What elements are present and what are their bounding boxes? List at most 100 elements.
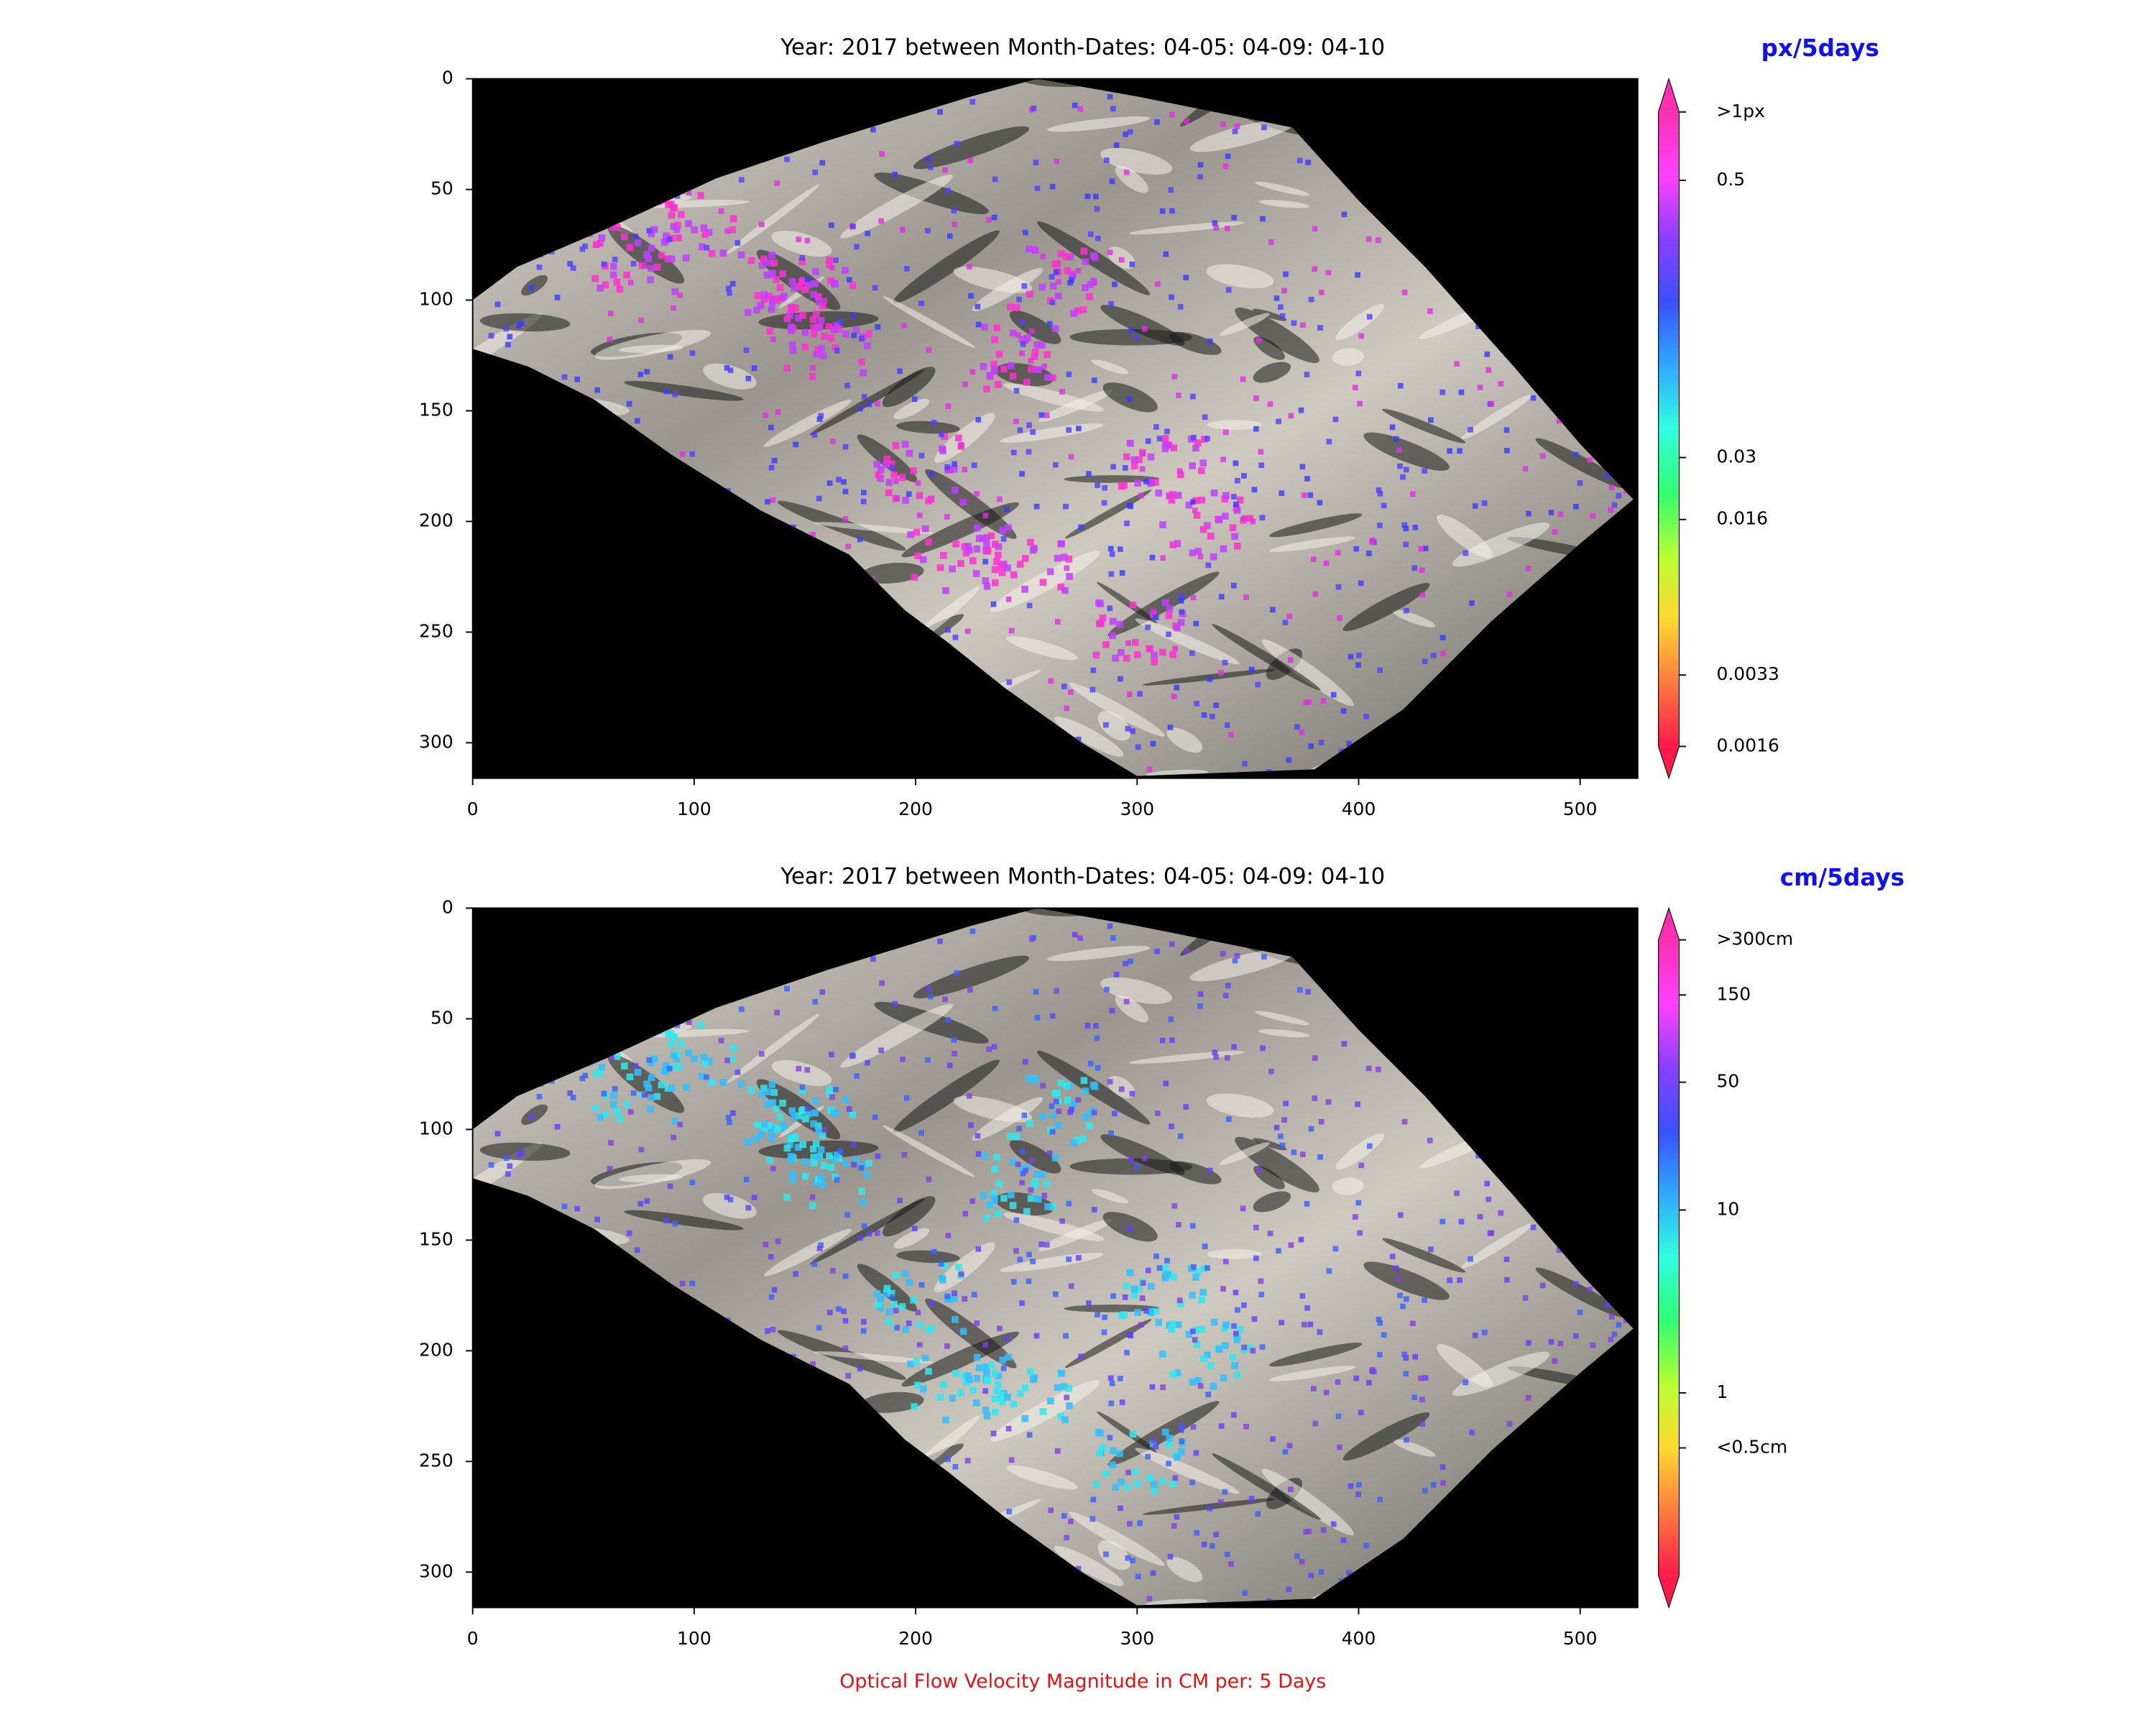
- flow-cell: [1048, 1507, 1054, 1514]
- flow-cell: [1207, 1505, 1213, 1512]
- flow-cell: [929, 471, 935, 477]
- flow-cell: [1241, 515, 1248, 521]
- flow-cell: [829, 222, 834, 229]
- flow-cell: [1279, 1142, 1286, 1149]
- flow-cell: [1123, 1282, 1130, 1290]
- flow-cell: [1021, 282, 1028, 289]
- flow-cell: [811, 1109, 819, 1117]
- terrain-streak: [1046, 945, 1151, 962]
- flow-cell: [1021, 1414, 1028, 1422]
- flow-cell: [1174, 1453, 1181, 1461]
- flow-cell: [1242, 1590, 1248, 1596]
- terrain-streak: [1097, 711, 1131, 741]
- flow-cell: [758, 221, 765, 228]
- terrain-streak: [1003, 383, 1105, 412]
- flow-cell: [1253, 1255, 1259, 1261]
- flow-cell: [1044, 1242, 1050, 1248]
- terrain-streak: [1006, 1465, 1078, 1490]
- flow-cell: [974, 1320, 980, 1326]
- flow-cell: [729, 1044, 737, 1052]
- flow-cell: [945, 403, 952, 410]
- flow-cell: [1192, 1274, 1199, 1282]
- flow-cell: [787, 1156, 795, 1164]
- flow-cell: [1192, 507, 1198, 514]
- flow-cell: [672, 1220, 678, 1227]
- flow-cell: [1024, 334, 1031, 342]
- flow-cell: [861, 1319, 867, 1325]
- flow-cell: [609, 271, 617, 279]
- flow-cell: [609, 1100, 617, 1108]
- flow-cell: [1418, 1375, 1424, 1381]
- flow-cell: [893, 478, 899, 484]
- flow-cell: [1122, 1294, 1128, 1300]
- flow-cell: [983, 583, 991, 590]
- flow-cell: [1171, 374, 1178, 380]
- flow-cell: [1235, 1307, 1240, 1313]
- flow-cell: [1197, 553, 1204, 560]
- flow-cell: [598, 1064, 606, 1071]
- flow-cell: [1019, 1179, 1025, 1186]
- flow-cell: [1197, 162, 1204, 168]
- flow-cell: [1169, 491, 1176, 498]
- flow-cell: [1052, 1291, 1059, 1297]
- flow-cell: [1243, 594, 1249, 600]
- flow-cell: [1282, 1449, 1289, 1455]
- flow-cell: [1283, 271, 1289, 277]
- flow-cell: [507, 334, 513, 340]
- flow-cell: [1126, 396, 1133, 402]
- terrain-streak: [1253, 1138, 1287, 1151]
- flow-cell: [952, 540, 959, 548]
- flow-cell: [1427, 308, 1433, 314]
- flow-cell: [1530, 395, 1537, 401]
- flow-cell: [783, 364, 791, 372]
- flow-cell: [1311, 556, 1317, 563]
- flow-cell: [1352, 1214, 1358, 1220]
- flow-cell: [704, 244, 709, 251]
- flow-cell: [1231, 582, 1237, 589]
- flow-cell: [758, 262, 766, 270]
- flow-cell: [1072, 102, 1078, 109]
- flow-cell: [660, 239, 668, 246]
- flow-cell: [1220, 1374, 1227, 1382]
- flow-cell: [1024, 1164, 1031, 1171]
- flow-cell: [1225, 153, 1231, 160]
- flow-cell: [1038, 1241, 1045, 1248]
- flow-cell: [811, 432, 818, 438]
- flow-cell: [1365, 1065, 1372, 1072]
- terrain-streak: [1382, 408, 1466, 443]
- terrain-streak: [1452, 522, 1550, 567]
- x-tick-label: 0: [467, 1628, 479, 1649]
- terrain-streak: [882, 367, 936, 408]
- flow-cell: [916, 492, 923, 500]
- flow-cell: [1355, 662, 1361, 668]
- terrain-streak: [896, 420, 960, 434]
- flow-cell: [983, 385, 990, 392]
- flow-cell: [1090, 667, 1097, 673]
- flow-cell: [1341, 211, 1348, 218]
- flow-cell: [944, 1343, 950, 1349]
- flow-cell: [647, 1105, 654, 1113]
- flow-cell: [1033, 160, 1039, 166]
- flow-cell: [1049, 1013, 1056, 1019]
- terrain-streak: [1115, 995, 1148, 1023]
- flow-cell: [1590, 1342, 1596, 1348]
- flow-cell: [1101, 1329, 1107, 1335]
- flow-cell: [1220, 456, 1226, 463]
- flow-cell: [1233, 542, 1241, 550]
- flow-cell: [1397, 1292, 1403, 1299]
- flow-cell: [1149, 1384, 1156, 1390]
- flow-cell: [1041, 1192, 1048, 1199]
- flow-cell: [793, 441, 799, 448]
- flow-cell: [1089, 1516, 1096, 1522]
- flow-cell: [1192, 497, 1199, 505]
- flow-cell: [1159, 521, 1166, 528]
- flow-cell: [911, 574, 918, 581]
- flow-cell: [1072, 932, 1078, 938]
- flow-cell: [1207, 676, 1213, 682]
- flow-cell: [919, 556, 927, 564]
- flow-cell: [789, 346, 797, 354]
- flow-cell: [983, 540, 990, 548]
- flow-cell: [812, 998, 819, 1005]
- flow-cell: [1300, 322, 1306, 328]
- flow-cell: [1205, 562, 1212, 569]
